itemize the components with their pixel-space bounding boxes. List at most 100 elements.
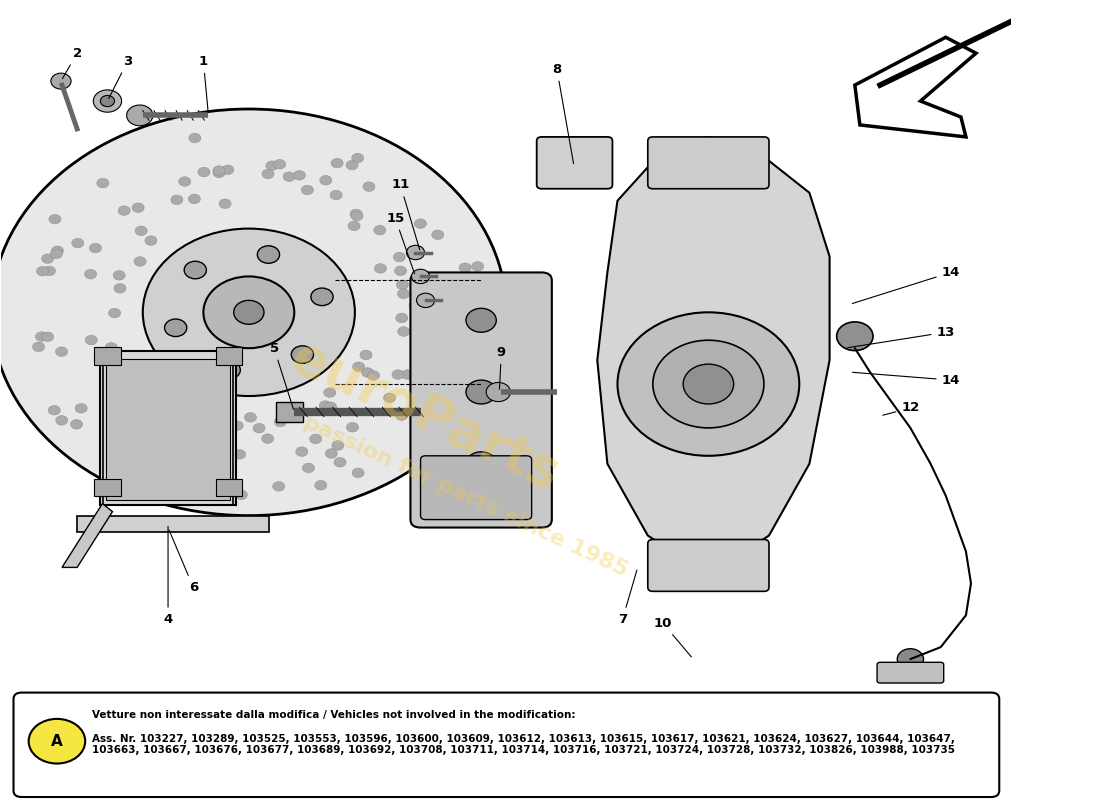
Circle shape	[683, 364, 734, 404]
Circle shape	[352, 362, 365, 371]
Circle shape	[461, 296, 473, 306]
Circle shape	[395, 266, 407, 275]
Circle shape	[330, 190, 342, 200]
Text: 7: 7	[618, 570, 637, 626]
Text: 5: 5	[270, 342, 294, 410]
Circle shape	[334, 458, 346, 467]
Circle shape	[48, 406, 60, 415]
Text: 1: 1	[199, 54, 208, 113]
Circle shape	[315, 481, 327, 490]
Circle shape	[427, 328, 439, 338]
Circle shape	[113, 270, 125, 280]
Circle shape	[472, 338, 484, 347]
Text: 12: 12	[883, 402, 920, 415]
Circle shape	[235, 490, 248, 500]
Circle shape	[212, 166, 224, 175]
Circle shape	[132, 203, 144, 213]
Circle shape	[392, 370, 404, 379]
Circle shape	[486, 382, 510, 402]
Circle shape	[257, 246, 279, 263]
Circle shape	[360, 350, 372, 360]
Circle shape	[466, 452, 496, 476]
Circle shape	[120, 416, 132, 426]
Circle shape	[274, 417, 286, 426]
Circle shape	[409, 301, 421, 310]
Circle shape	[0, 109, 506, 515]
Circle shape	[136, 396, 149, 406]
FancyBboxPatch shape	[216, 479, 242, 497]
Circle shape	[198, 167, 210, 177]
FancyBboxPatch shape	[648, 539, 769, 591]
Circle shape	[367, 370, 380, 380]
Circle shape	[118, 206, 130, 215]
Circle shape	[459, 263, 471, 273]
Circle shape	[85, 335, 97, 345]
Circle shape	[406, 246, 425, 260]
Circle shape	[56, 415, 68, 425]
Circle shape	[323, 388, 336, 398]
FancyBboxPatch shape	[13, 693, 999, 797]
Circle shape	[837, 322, 873, 350]
Text: 6: 6	[169, 530, 198, 594]
Circle shape	[402, 370, 414, 379]
Text: 15: 15	[386, 212, 415, 274]
Circle shape	[138, 395, 150, 405]
Circle shape	[164, 401, 176, 410]
Text: 13: 13	[847, 326, 955, 348]
Circle shape	[292, 346, 313, 363]
FancyBboxPatch shape	[537, 137, 613, 189]
Circle shape	[100, 95, 114, 106]
Circle shape	[42, 254, 54, 263]
Circle shape	[262, 434, 274, 443]
Circle shape	[301, 186, 314, 194]
Circle shape	[319, 401, 331, 410]
Circle shape	[184, 262, 207, 278]
Circle shape	[397, 326, 409, 336]
Circle shape	[213, 168, 226, 178]
FancyBboxPatch shape	[216, 347, 242, 365]
Circle shape	[218, 362, 240, 379]
Text: 9: 9	[497, 346, 506, 390]
Circle shape	[36, 266, 48, 276]
Circle shape	[156, 465, 168, 474]
Circle shape	[348, 221, 360, 230]
Circle shape	[393, 252, 406, 262]
Circle shape	[180, 401, 192, 410]
Circle shape	[363, 182, 375, 191]
Polygon shape	[855, 38, 976, 137]
Circle shape	[116, 374, 128, 383]
Circle shape	[351, 211, 363, 221]
Circle shape	[219, 199, 231, 209]
Circle shape	[166, 401, 178, 410]
Circle shape	[117, 383, 129, 393]
Circle shape	[396, 280, 408, 290]
Circle shape	[296, 447, 308, 457]
FancyBboxPatch shape	[877, 662, 944, 683]
Circle shape	[262, 169, 274, 178]
Circle shape	[415, 219, 427, 229]
Circle shape	[150, 461, 162, 470]
Circle shape	[617, 312, 800, 456]
Circle shape	[102, 362, 114, 372]
Circle shape	[35, 332, 47, 342]
Circle shape	[189, 134, 201, 142]
FancyBboxPatch shape	[95, 347, 121, 365]
Circle shape	[283, 172, 295, 182]
Circle shape	[33, 342, 45, 352]
FancyBboxPatch shape	[276, 402, 304, 422]
Circle shape	[231, 421, 243, 430]
Circle shape	[75, 403, 87, 413]
Circle shape	[42, 332, 54, 342]
Circle shape	[170, 195, 183, 205]
Circle shape	[109, 308, 121, 318]
Circle shape	[233, 450, 245, 459]
Text: 4: 4	[164, 526, 173, 626]
Text: 14: 14	[852, 266, 960, 303]
Circle shape	[131, 369, 143, 378]
Circle shape	[352, 468, 364, 478]
Circle shape	[89, 243, 101, 253]
Circle shape	[178, 177, 190, 186]
Circle shape	[156, 430, 168, 440]
Circle shape	[374, 226, 386, 235]
Circle shape	[411, 270, 430, 284]
